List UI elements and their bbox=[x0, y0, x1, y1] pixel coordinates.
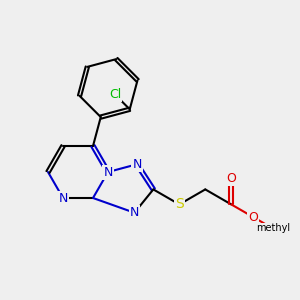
Text: O: O bbox=[226, 172, 236, 185]
Text: S: S bbox=[175, 197, 184, 212]
Text: N: N bbox=[130, 206, 139, 219]
Text: methyl: methyl bbox=[256, 224, 290, 233]
Text: N: N bbox=[132, 158, 142, 171]
Text: Cl: Cl bbox=[109, 88, 121, 101]
Text: N: N bbox=[103, 166, 113, 178]
Text: O: O bbox=[248, 211, 258, 224]
Text: N: N bbox=[58, 191, 68, 205]
